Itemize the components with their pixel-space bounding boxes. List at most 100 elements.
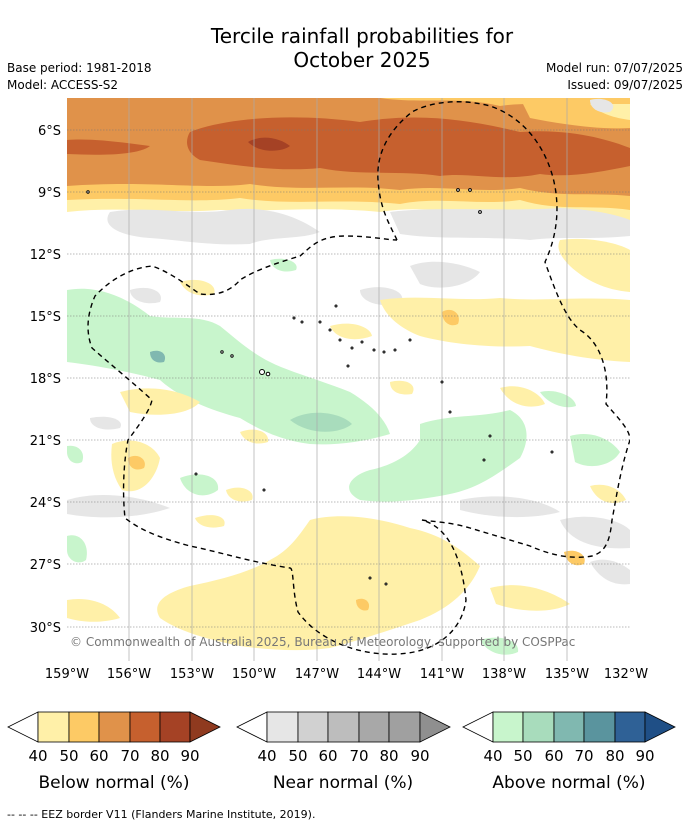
- below-patch-south-50: [356, 598, 370, 611]
- legend-above-swatch: [522, 711, 555, 743]
- near-patch-4: [130, 287, 161, 304]
- below-patch-west-2-50: [128, 455, 145, 470]
- map-title: Tercile rainfall probabilities for Octob…: [0, 24, 690, 72]
- model-run: Model run: 07/07/2025: [545, 61, 683, 75]
- lat-label: 6°S: [38, 124, 61, 139]
- title-line-2: October 2025: [293, 48, 431, 72]
- legend-above-low-arrow: [462, 711, 494, 743]
- legend-near-tick: 70: [349, 747, 368, 765]
- base-period: Base period: 1981-2018: [7, 61, 152, 75]
- above-patch-far-east: [570, 433, 620, 467]
- above-patch-west: [67, 288, 390, 445]
- near-patch-9: [90, 416, 121, 430]
- latitude-labels: 6°S 9°S 12°S 15°S 18°S 21°S 24°S 27°S 30…: [30, 124, 61, 636]
- near-patch-10: [590, 98, 614, 113]
- run-info: Model run: 07/07/2025 Issued: 09/07/2025: [546, 60, 683, 94]
- above-patch-southeast: [480, 637, 519, 655]
- legend-near-tick: 80: [379, 747, 398, 765]
- above-patch-east: [349, 410, 527, 502]
- lat-label: 9°S: [38, 186, 61, 201]
- lon-label: 153°W: [170, 667, 214, 682]
- issued-date: Issued: 09/07/2025: [567, 78, 683, 92]
- grid-lines: [67, 98, 630, 661]
- legend-near-high-arrow: [419, 711, 451, 743]
- legend-above-tick: 50: [513, 747, 532, 765]
- legend-above-label: Above normal (%): [492, 773, 645, 793]
- legend-near-tick: 40: [257, 747, 276, 765]
- legend-below-swatch: [68, 711, 100, 743]
- lon-label: 132°W: [604, 667, 648, 682]
- below-patch-west-1: [120, 388, 200, 415]
- legend-above-tick: 40: [483, 747, 502, 765]
- legend-below-swatch: [37, 711, 70, 743]
- lon-label: 141°W: [420, 667, 464, 682]
- below-patch-mid: [330, 323, 372, 340]
- legend-near-label: Near normal (%): [273, 773, 413, 793]
- legend-near-tick: 90: [410, 747, 429, 765]
- near-patch-8: [560, 516, 630, 549]
- below-patch-south-3: [564, 550, 585, 566]
- legend-above-swatch: [614, 711, 646, 743]
- below-band-north-70: [187, 117, 630, 178]
- lon-label: 150°W: [232, 667, 276, 682]
- islands: [86, 188, 554, 586]
- lon-label: 135°W: [545, 667, 589, 682]
- legend-above-tick: 60: [544, 747, 563, 765]
- lat-label: 15°S: [30, 310, 61, 325]
- model-info: Base period: 1981-2018 Model: ACCESS-S2: [7, 60, 152, 94]
- lon-label: 147°W: [295, 667, 339, 682]
- below-patch-east-3: [500, 386, 545, 407]
- near-patch-2: [390, 208, 630, 240]
- below-band-north-80: [248, 137, 290, 151]
- below-patch-south-1: [157, 516, 480, 651]
- legend-above-swatch: [553, 711, 585, 743]
- eez-border: [87, 101, 630, 655]
- near-patch-6: [67, 494, 170, 518]
- legend-above-high-arrow: [644, 711, 676, 743]
- legend-below-high-arrow: [189, 711, 221, 743]
- probability-field: [67, 98, 630, 661]
- legend-below-tick: 60: [89, 747, 108, 765]
- near-patch-1: [107, 208, 320, 245]
- below-patch-north-3: [390, 380, 414, 395]
- below-patch-mid-3: [226, 487, 253, 502]
- near-patch-3: [410, 261, 480, 288]
- legend-near-low-arrow: [236, 711, 268, 743]
- above-patch-small-2: [270, 258, 297, 272]
- lon-label: 159°W: [45, 667, 89, 682]
- legend-near-swatch: [266, 711, 299, 743]
- above-patch-medium-1: [290, 412, 352, 432]
- eez-footnote: -- -- -- EEZ border V11 (Flanders Marine…: [7, 808, 316, 821]
- near-patch-7: [460, 496, 560, 518]
- longitude-labels: 159°W 156°W 153°W 150°W 147°W 144°W 141°…: [45, 667, 648, 682]
- legend-below-tick: 80: [150, 747, 169, 765]
- legend-above-tick: 90: [635, 747, 654, 765]
- lat-label: 30°S: [30, 621, 61, 636]
- legend-near: 40 50 60 70 80 90 Near normal (%): [236, 711, 451, 793]
- lat-label: 18°S: [30, 372, 61, 387]
- title-line-1: Tercile rainfall probabilities for: [210, 24, 514, 48]
- legend-near-swatch: [358, 711, 390, 743]
- above-patch-small-3: [67, 535, 87, 563]
- legend-above-swatch: [583, 711, 616, 743]
- below-patch-south-2: [490, 585, 570, 611]
- legend-above-tick: 70: [574, 747, 593, 765]
- legend-below-swatch: [159, 711, 191, 743]
- lat-label: 27°S: [30, 558, 61, 573]
- lat-label: 21°S: [30, 434, 61, 449]
- legend-below-swatch: [98, 711, 131, 743]
- legend-below-tick: 50: [59, 747, 78, 765]
- below-patch-central-50: [442, 309, 459, 326]
- lon-label: 156°W: [107, 667, 151, 682]
- legend-above-tick: 80: [605, 747, 624, 765]
- legend-below: 40 50 60 70 80 90 Below normal (%): [7, 711, 221, 793]
- below-patch-east-2: [590, 484, 626, 504]
- above-patch-medium-2: [150, 350, 166, 363]
- copyright-text: © Commonwealth of Australia 2025, Bureau…: [70, 635, 575, 649]
- below-patch-southwest: [67, 598, 120, 622]
- legend-near-swatch: [297, 711, 329, 743]
- above-patch-small-1: [180, 474, 219, 496]
- legend-below-label: Below normal (%): [39, 773, 190, 793]
- below-patch-east-band: [558, 238, 630, 292]
